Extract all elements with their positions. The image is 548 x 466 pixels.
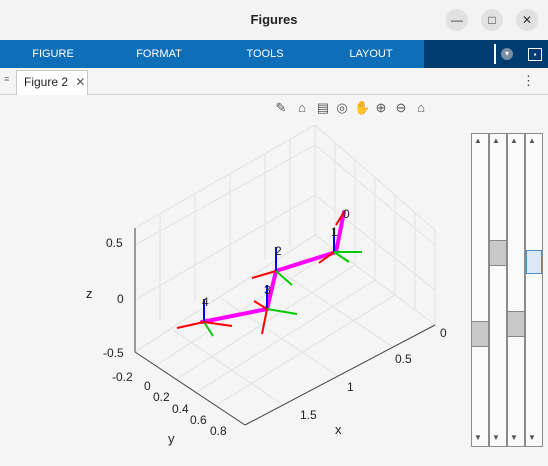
zoom-in-icon[interactable]: ⊕ bbox=[375, 100, 387, 115]
undock-icon[interactable]: ▪ bbox=[528, 48, 542, 61]
tab-figure-2[interactable]: Figure 2 ✕ bbox=[16, 70, 88, 95]
y-tick: 0.2 bbox=[153, 390, 170, 404]
x-tick: 1 bbox=[347, 380, 354, 394]
z-axis-label: z bbox=[86, 286, 93, 301]
z-tick: 0.5 bbox=[106, 236, 123, 250]
slider-down-arrow-icon[interactable]: ▼ bbox=[528, 433, 536, 442]
close-button[interactable]: ✕ bbox=[516, 9, 538, 31]
ribbon-divider bbox=[494, 44, 496, 64]
ribbon: FIGURE FORMAT TOOLS LAYOUT ▾ ▪ bbox=[0, 40, 548, 68]
minimize-button[interactable]: — bbox=[446, 9, 468, 31]
y-tick: 0 bbox=[144, 379, 151, 393]
tab-tools[interactable]: TOOLS bbox=[246, 48, 284, 60]
x-tick: 0 bbox=[440, 326, 447, 340]
slider-up-arrow-icon[interactable]: ▲ bbox=[528, 136, 536, 145]
tab-figure[interactable]: FIGURE bbox=[32, 48, 74, 60]
x-axis-label: x bbox=[335, 422, 342, 437]
slider-thumb[interactable] bbox=[508, 311, 524, 337]
tab-format[interactable]: FORMAT bbox=[136, 48, 182, 60]
ribbon-right-panel: ▾ ▪ bbox=[424, 40, 548, 68]
joint-slider-3[interactable]: ▲ ▼ bbox=[507, 133, 525, 447]
y-tick: 0.8 bbox=[210, 424, 227, 438]
y-tick: -0.2 bbox=[112, 370, 133, 384]
zoom-out-icon[interactable]: ⊖ bbox=[395, 100, 407, 115]
joint-slider-2[interactable]: ▲ ▼ bbox=[489, 133, 507, 447]
home-icon[interactable]: ⌂ bbox=[417, 100, 425, 115]
tab-label: Figure 2 bbox=[24, 75, 69, 89]
robot-links bbox=[200, 210, 346, 324]
slider-down-arrow-icon[interactable]: ▼ bbox=[510, 433, 518, 442]
pan-icon[interactable]: ✋ bbox=[354, 100, 371, 115]
rotate-icon[interactable]: ◎ bbox=[336, 100, 348, 115]
more-options-icon[interactable]: ⋮ bbox=[522, 73, 535, 88]
frame-4: 4 bbox=[176, 295, 233, 337]
z-tick: 0 bbox=[117, 292, 124, 306]
y-tick: 0.4 bbox=[172, 402, 189, 416]
frame-2: 2 bbox=[251, 244, 293, 286]
frame-label: 1 bbox=[331, 225, 338, 239]
slider-thumb[interactable] bbox=[526, 250, 542, 274]
slider-up-arrow-icon[interactable]: ▲ bbox=[492, 136, 500, 145]
grid bbox=[134, 124, 436, 426]
tab-layout[interactable]: LAYOUT bbox=[349, 48, 393, 60]
slider-thumb[interactable] bbox=[472, 321, 488, 347]
frame-label: 0 bbox=[343, 207, 350, 221]
chevron-down-icon[interactable]: ▾ bbox=[501, 48, 513, 60]
frame-1: 1 bbox=[318, 225, 362, 264]
slider-down-arrow-icon[interactable]: ▼ bbox=[474, 433, 482, 442]
y-axis-label: y bbox=[168, 431, 175, 446]
slider-down-arrow-icon[interactable]: ▼ bbox=[492, 433, 500, 442]
slider-thumb[interactable] bbox=[490, 240, 506, 266]
joint-slider-1[interactable]: ▲ ▼ bbox=[471, 133, 489, 447]
legend-icon[interactable]: ▤ bbox=[316, 100, 330, 115]
document-tab-bar: ≡ Figure 2 ✕ ⋮ bbox=[0, 68, 548, 95]
axis-lines bbox=[134, 228, 436, 426]
frame-label: 2 bbox=[275, 244, 282, 258]
close-tab-icon[interactable]: ✕ bbox=[75, 75, 86, 89]
x-tick: 1.5 bbox=[300, 408, 317, 422]
joint-slider-4[interactable]: ▲ ▼ bbox=[525, 133, 543, 447]
maximize-button[interactable]: □ bbox=[481, 9, 503, 31]
slider-up-arrow-icon[interactable]: ▲ bbox=[510, 136, 518, 145]
frame-0: 0 bbox=[335, 207, 350, 226]
frame-label: 3 bbox=[264, 283, 271, 297]
drag-handle-icon[interactable]: ≡ bbox=[4, 74, 10, 84]
window-title: Figures bbox=[250, 12, 298, 27]
x-tick: 0.5 bbox=[395, 352, 412, 366]
export-icon[interactable]: ✎ bbox=[275, 100, 287, 115]
y-tick: 0.6 bbox=[190, 413, 207, 427]
frame-3: 3 bbox=[253, 283, 298, 335]
frame-label: 4 bbox=[202, 295, 209, 309]
brush-icon[interactable]: ⌂ bbox=[298, 100, 306, 115]
title-bar: Figures — □ ✕ bbox=[0, 0, 548, 40]
slider-up-arrow-icon[interactable]: ▲ bbox=[474, 136, 482, 145]
z-tick: -0.5 bbox=[103, 346, 124, 360]
